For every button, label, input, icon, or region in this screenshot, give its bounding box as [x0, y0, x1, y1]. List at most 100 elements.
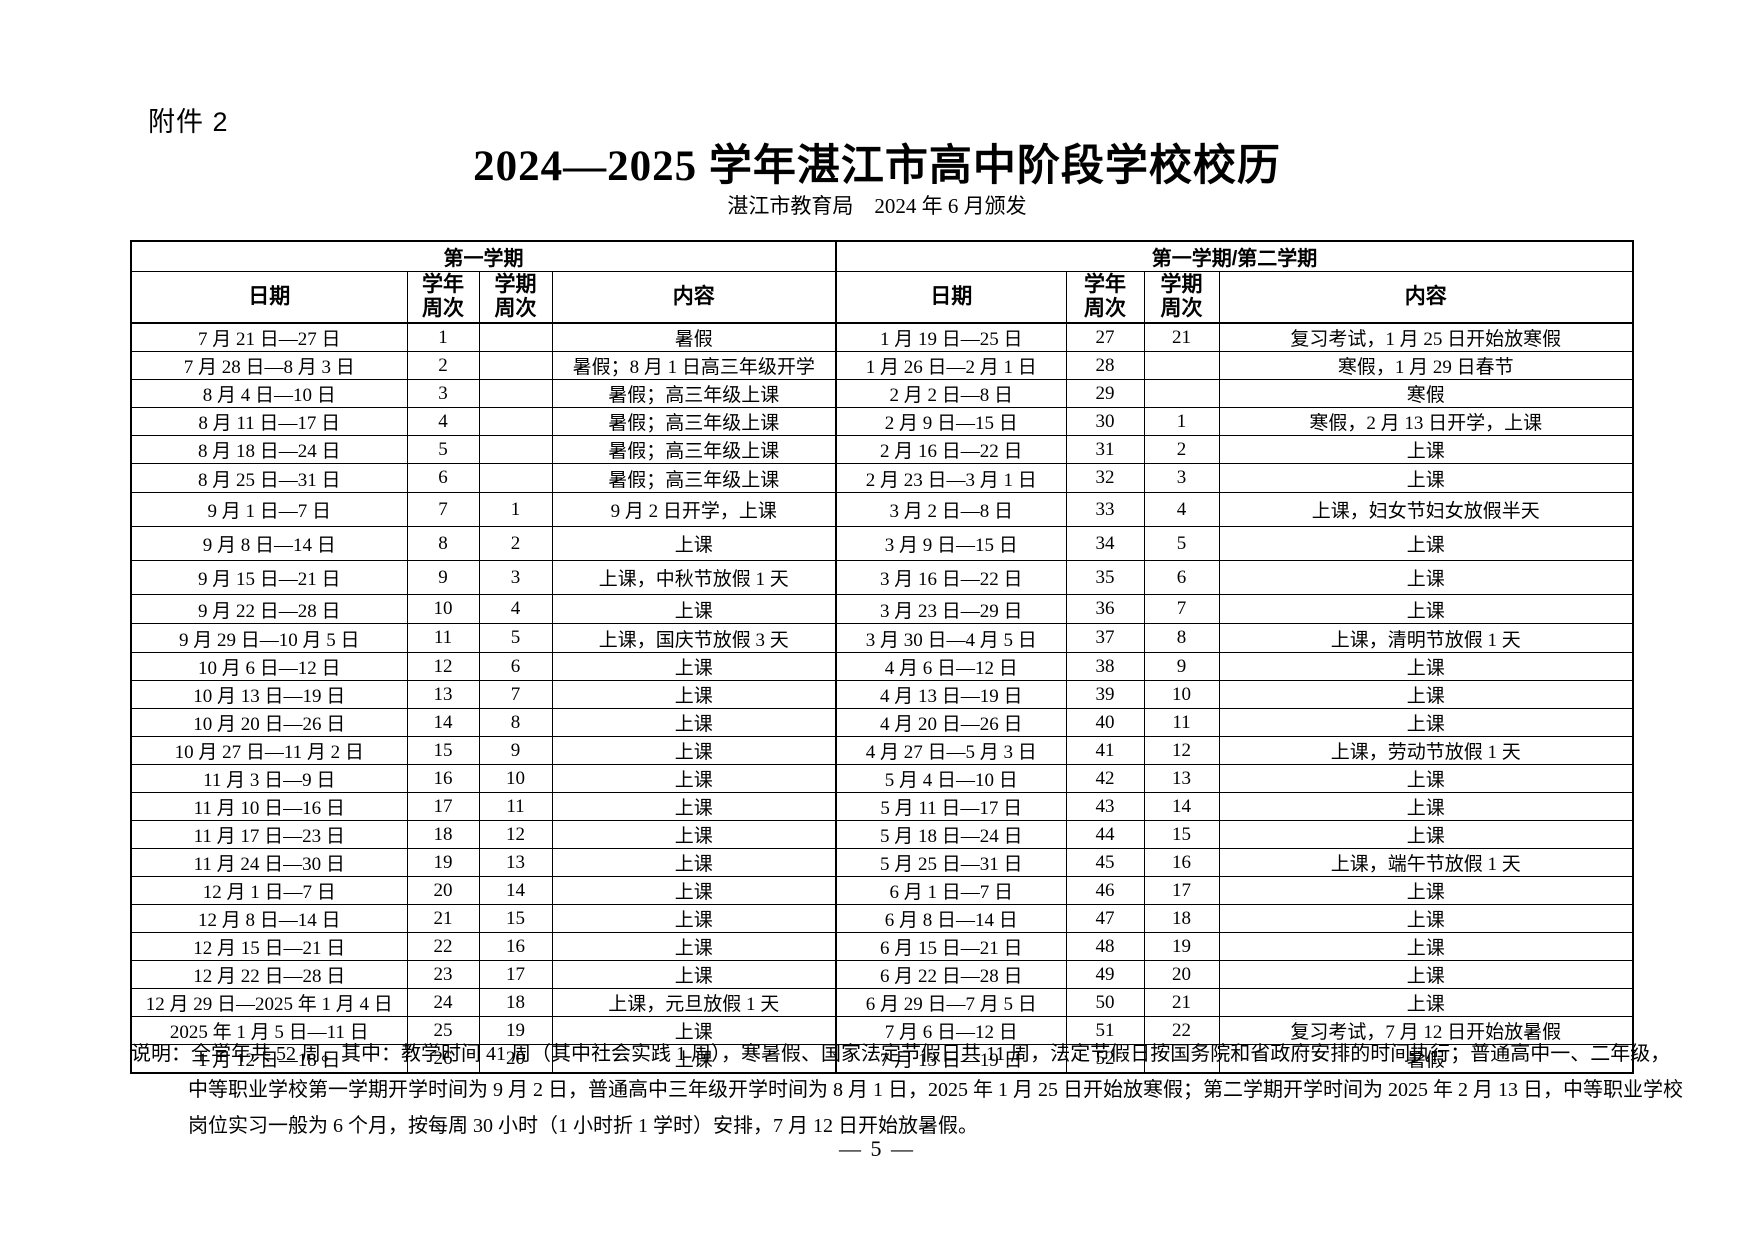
cell-content-right: 上课 — [1218, 792, 1634, 821]
cell-date-right: 4 月 13 日—19 日 — [835, 680, 1067, 709]
cell-date-left: 10 月 20 日—26 日 — [130, 708, 408, 737]
cell-date-left: 11 月 3 日—9 日 — [130, 764, 408, 793]
cell-year-week-left: 20 — [406, 876, 480, 905]
cell-content-left: 上课 — [551, 792, 837, 821]
cell-year-week-right: 40 — [1065, 708, 1145, 737]
table-row: 12 月 1 日—7 日 20 14 上课 6 月 1 日—7 日 46 17 上课 — [130, 876, 1634, 905]
cell-content-left: 上课 — [551, 764, 837, 793]
cell-term-week-left: 14 — [478, 876, 553, 905]
cell-date-left: 12 月 22 日—28 日 — [130, 960, 408, 989]
cell-year-week-left: 2 — [406, 351, 480, 380]
cell-date-right: 7 月 13 日—19 日 — [835, 1044, 1067, 1074]
calendar-body: 7 月 21 日—27 日 1 暑假 1 月 19 日—25 日 27 21 复习考试，1 … — [130, 322, 1634, 1074]
cell-term-week-left: 12 — [478, 820, 553, 849]
cell-year-week-right: 34 — [1065, 526, 1145, 561]
cell-content-right: 上课 — [1218, 960, 1634, 989]
semester-band-row: 第一学期 第一学期/第二学期 — [130, 240, 1634, 272]
cell-content-right: 上课 — [1218, 904, 1634, 933]
cell-content-right: 上课，清明节放假 1 天 — [1218, 623, 1634, 653]
cell-year-week-left: 9 — [406, 560, 480, 595]
cell-year-week-left: 24 — [406, 988, 480, 1017]
cell-date-right: 6 月 8 日—14 日 — [835, 904, 1067, 933]
cell-date-right: 6 月 29 日—7 月 5 日 — [835, 988, 1067, 1017]
cell-year-week-left: 8 — [406, 526, 480, 561]
cell-year-week-right: 37 — [1065, 623, 1145, 653]
table-row: 9 月 8 日—14 日 8 2 上课 3 月 9 日—15 日 34 5 上课 — [130, 526, 1634, 561]
cell-year-week-left: 6 — [406, 463, 480, 493]
cell-date-right: 2 月 23 日—3 月 1 日 — [835, 463, 1067, 493]
cell-term-week-left — [478, 351, 553, 380]
cell-year-week-right: 47 — [1065, 904, 1145, 933]
cell-date-left: 12 月 8 日—14 日 — [130, 904, 408, 933]
cell-year-week-right: 48 — [1065, 932, 1145, 961]
cell-date-left: 9 月 15 日—21 日 — [130, 560, 408, 595]
cell-content-left: 上课，中秋节放假 1 天 — [551, 560, 837, 595]
cell-year-week-right: 50 — [1065, 988, 1145, 1017]
cell-year-week-left: 3 — [406, 379, 480, 408]
cell-date-left: 9 月 1 日—7 日 — [130, 492, 408, 527]
cell-content-right: 上课 — [1218, 560, 1634, 595]
cell-content-right: 复习考试，7 月 12 日开始放暑假 — [1218, 1016, 1634, 1045]
cell-year-week-left: 26 — [406, 1044, 480, 1074]
cell-content-right: 上课 — [1218, 435, 1634, 464]
cell-year-week-right: 41 — [1065, 736, 1145, 765]
cell-term-week-right: 21 — [1143, 988, 1220, 1017]
cell-content-left: 上课 — [551, 876, 837, 905]
cell-term-week-left — [478, 322, 553, 352]
cell-content-right: 上课 — [1218, 988, 1634, 1017]
cell-date-left: 8 月 4 日—10 日 — [130, 379, 408, 408]
page-subtitle: 湛江市教育局 2024 年 6 月颁发 — [727, 194, 1027, 218]
first-second-semester-heading: 第一学期/第二学期 — [835, 240, 1634, 272]
cell-content-left: 上课 — [551, 1044, 837, 1074]
cell-year-week-left: 12 — [406, 652, 480, 681]
cell-content-left: 上课 — [551, 680, 837, 709]
cell-year-week-right: 46 — [1065, 876, 1145, 905]
cell-year-week-left: 19 — [406, 848, 480, 877]
cell-term-week-left — [478, 463, 553, 493]
cell-date-left: 11 月 10 日—16 日 — [130, 792, 408, 821]
cell-date-left: 10 月 13 日—19 日 — [130, 680, 408, 709]
cell-date-right: 6 月 15 日—21 日 — [835, 932, 1067, 961]
table-row: 12 月 15 日—21 日 22 16 上课 6 月 15 日—21 日 48 19 上课 — [130, 932, 1634, 961]
cell-term-week-right: 21 — [1143, 322, 1220, 352]
cell-term-week-right: 3 — [1143, 463, 1220, 493]
cell-term-week-left: 19 — [478, 1016, 553, 1045]
cell-date-left: 1 月 12 日—18 日 — [130, 1044, 408, 1074]
col-header-term-week-right: 学期 周次 — [1143, 271, 1220, 324]
cell-term-week-right: 8 — [1143, 623, 1220, 653]
cell-date-right: 3 月 23 日—29 日 — [835, 594, 1067, 624]
cell-year-week-left: 14 — [406, 708, 480, 737]
col-header-date-left: 日期 — [130, 271, 408, 324]
cell-content-left: 上课 — [551, 904, 837, 933]
cell-date-left: 2025 年 1 月 5 日—11 日 — [130, 1016, 408, 1045]
cell-year-week-right: 42 — [1065, 764, 1145, 793]
cell-year-week-right: 49 — [1065, 960, 1145, 989]
cell-year-week-right: 27 — [1065, 322, 1145, 352]
cell-term-week-right: 10 — [1143, 680, 1220, 709]
cell-content-right: 复习考试，1 月 25 日开始放寒假 — [1218, 322, 1634, 352]
cell-date-left: 11 月 24 日—30 日 — [130, 848, 408, 877]
table-row: 11 月 17 日—23 日 18 12 上课 5 月 18 日—24 日 44 15 上课 — [130, 820, 1634, 849]
cell-term-week-right: 7 — [1143, 594, 1220, 624]
cell-content-right: 上课，端午节放假 1 天 — [1218, 848, 1634, 877]
cell-date-left: 8 月 11 日—17 日 — [130, 407, 408, 436]
cell-term-week-left: 1 — [478, 492, 553, 527]
table-row: 8 月 4 日—10 日 3 暑假；高三年级上课 2 月 2 日—8 日 29 寒假 — [130, 379, 1634, 408]
cell-content-left: 上课 — [551, 526, 837, 561]
cell-year-week-left: 17 — [406, 792, 480, 821]
cell-content-left: 上课 — [551, 932, 837, 961]
cell-year-week-right: 38 — [1065, 652, 1145, 681]
cell-term-week-left — [478, 379, 553, 408]
cell-year-week-left: 11 — [406, 623, 480, 653]
cell-content-left: 上课 — [551, 708, 837, 737]
cell-year-week-right: 32 — [1065, 463, 1145, 493]
cell-term-week-right: 2 — [1143, 435, 1220, 464]
cell-year-week-right: 33 — [1065, 492, 1145, 527]
cell-year-week-right: 36 — [1065, 594, 1145, 624]
cell-date-right: 5 月 11 日—17 日 — [835, 792, 1067, 821]
cell-content-left: 暑假；高三年级上课 — [551, 379, 837, 408]
cell-content-left: 上课 — [551, 1016, 837, 1045]
school-calendar-table: 第一学期 第一学期/第二学期 日期 学年 周次 学期 周次 内容 日期 学年 周… — [130, 240, 1634, 1074]
